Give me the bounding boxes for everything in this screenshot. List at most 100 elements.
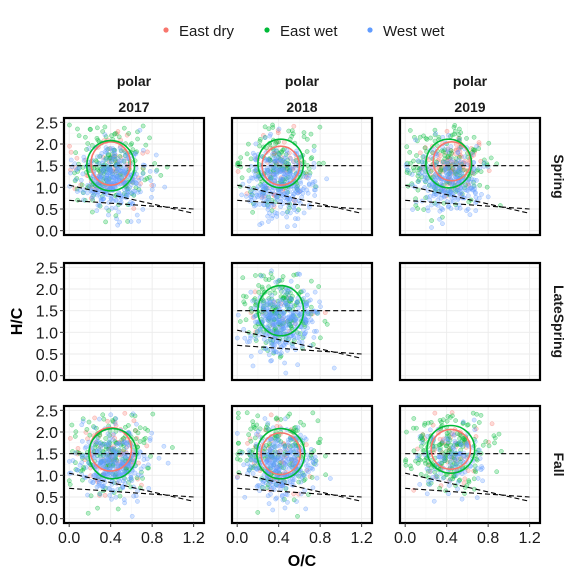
point [446, 491, 451, 497]
point [286, 204, 292, 210]
point [417, 171, 423, 177]
point [448, 189, 454, 195]
point [235, 415, 241, 421]
point [285, 328, 291, 334]
point [458, 189, 464, 195]
point [265, 207, 271, 212]
point [90, 197, 96, 203]
x-tick-label: 1.2 [183, 530, 205, 547]
point [73, 429, 79, 435]
point [75, 126, 80, 132]
point [415, 460, 421, 466]
point [439, 206, 444, 211]
point [268, 327, 274, 332]
point [310, 410, 316, 416]
point [432, 127, 438, 133]
point [245, 440, 250, 446]
point [299, 339, 305, 345]
point [450, 199, 456, 204]
point [129, 513, 135, 519]
point [445, 439, 451, 444]
point [110, 171, 116, 177]
point [289, 166, 295, 172]
point [165, 460, 171, 466]
point [72, 161, 78, 167]
point [288, 296, 294, 302]
point [280, 147, 286, 153]
x-tick-label: 0.0 [58, 530, 80, 547]
point [428, 154, 434, 160]
point [147, 135, 152, 141]
point [458, 442, 464, 448]
point [269, 342, 274, 348]
point [128, 219, 134, 224]
point [303, 506, 309, 512]
point [260, 286, 265, 292]
point [105, 485, 111, 491]
point [117, 459, 122, 465]
series-west-wet [234, 268, 337, 376]
panel-r2-c1 [230, 404, 374, 525]
reference-line-1 [405, 472, 530, 502]
point [103, 442, 108, 448]
point [68, 149, 74, 155]
point [115, 168, 121, 173]
point [464, 136, 469, 141]
point [492, 435, 498, 441]
point [269, 152, 275, 157]
point [252, 190, 257, 196]
point [237, 457, 243, 463]
point [278, 204, 284, 209]
point [86, 146, 92, 151]
x-tick-label: 0.0 [394, 530, 416, 547]
point [450, 181, 455, 187]
point [291, 123, 297, 129]
point [248, 438, 254, 444]
point [324, 176, 330, 182]
point [286, 128, 292, 134]
point [425, 433, 430, 439]
point [312, 193, 318, 198]
point [456, 132, 461, 137]
point [110, 437, 116, 442]
point [137, 439, 143, 444]
point [311, 448, 317, 453]
point [291, 159, 296, 164]
point [266, 170, 272, 176]
point [299, 475, 305, 480]
point [97, 173, 102, 178]
point [105, 418, 110, 424]
point [309, 278, 314, 284]
point [245, 339, 250, 345]
point [298, 432, 303, 438]
point [465, 188, 471, 193]
point [282, 505, 288, 511]
point [108, 459, 114, 465]
point [479, 192, 484, 197]
x-axis-title: O/C [288, 553, 317, 570]
point [140, 147, 146, 153]
point [306, 182, 312, 188]
point [281, 174, 286, 180]
series-east-wet [67, 122, 170, 225]
point [470, 410, 476, 416]
point [266, 277, 272, 283]
point [248, 335, 253, 341]
point [445, 147, 450, 153]
point [126, 423, 131, 428]
point [307, 173, 312, 178]
point [106, 165, 111, 171]
point [112, 154, 117, 159]
point [115, 222, 121, 228]
point [121, 438, 127, 444]
point [450, 413, 455, 419]
point [301, 422, 306, 428]
point [145, 462, 151, 468]
point [80, 171, 86, 177]
point [112, 460, 118, 465]
point [75, 446, 81, 451]
point [254, 319, 260, 325]
point [262, 416, 268, 421]
point [85, 141, 91, 146]
point [418, 471, 424, 477]
